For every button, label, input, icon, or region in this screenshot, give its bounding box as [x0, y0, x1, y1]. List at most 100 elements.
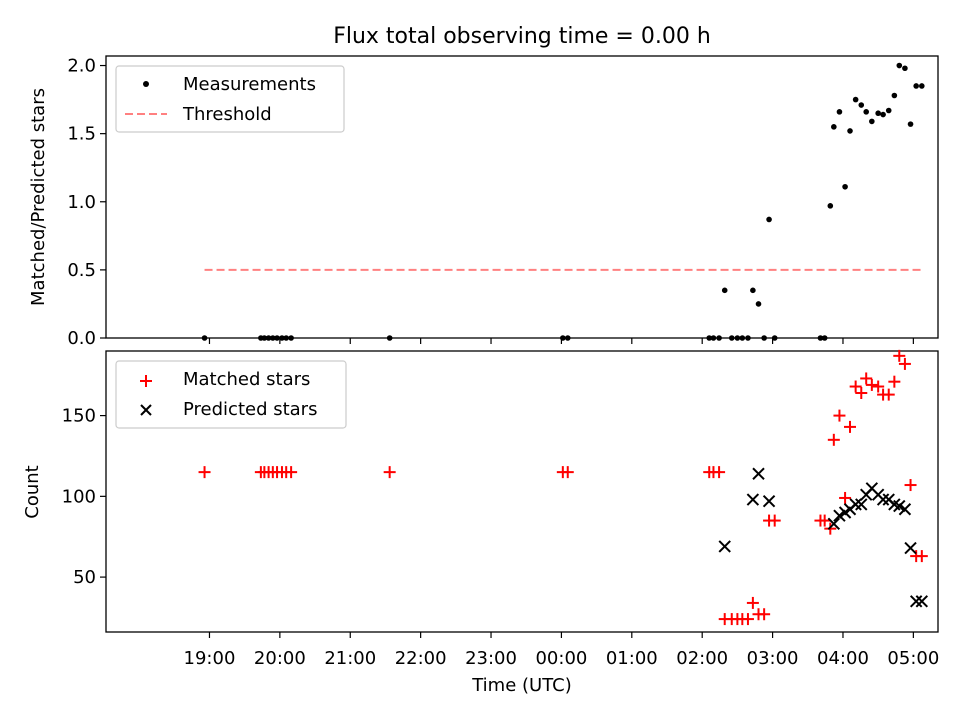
matched-star-point [768, 514, 781, 527]
count-legend-box [115, 360, 347, 429]
x-tick-label: 20:00 [254, 648, 306, 669]
ratio-y-axis-label: Matched/Predicted stars [28, 88, 49, 306]
matched-star-point [818, 514, 831, 527]
x-tick-label: 04:00 [817, 648, 869, 669]
measurement-point [710, 335, 717, 341]
matched-star-point [741, 613, 754, 626]
x-tick-label: 03:00 [747, 648, 799, 669]
matched-star-point [561, 466, 574, 479]
measurement-point [279, 335, 285, 341]
predicted-star-point [909, 595, 923, 608]
measurement-point [831, 124, 837, 130]
ratio-y-tick-label: 2.0 [67, 56, 96, 77]
measurement-point [261, 335, 268, 341]
x-tick-label: 19:00 [184, 648, 236, 669]
chart-title: Flux total observing time = 0.00 h [333, 24, 711, 49]
measurement-point [288, 335, 294, 341]
predicted-star-point [876, 493, 890, 506]
measurement-point [842, 183, 848, 190]
legend-predicted-label: Predicted stars [183, 399, 317, 420]
measurement-point [869, 118, 875, 125]
predicted-star-point [746, 493, 760, 506]
measurement-point [858, 102, 865, 108]
legend-matched-label: Matched stars [183, 369, 310, 390]
measurement-point [852, 96, 859, 103]
matched-star-point [839, 491, 852, 504]
measurement-point [847, 128, 853, 134]
predicted-star-point [898, 503, 912, 516]
matched-star-point [383, 466, 396, 479]
measurement-point [721, 287, 728, 294]
count-y-tick-label: 100 [62, 486, 96, 507]
matched-star-point [872, 380, 885, 393]
predicted-star-point [762, 494, 776, 508]
measurement-point [728, 335, 735, 341]
measurement-point [827, 203, 834, 209]
measurement-point [201, 335, 208, 341]
ratio-y-tick-label: 1.5 [67, 124, 96, 145]
measurement-point [734, 335, 741, 341]
measurement-point [896, 62, 903, 69]
ratio-y-tick-label: 0.5 [67, 260, 96, 281]
count-y-tick-label: 50 [73, 567, 96, 588]
legend-matched-marker [140, 375, 152, 387]
x-axis-label: Time (UTC) [471, 675, 572, 696]
matched-star-point [855, 386, 868, 399]
predicted-star-point [893, 499, 906, 513]
measurement-point [907, 121, 914, 127]
x-tick-label: 05:00 [887, 648, 939, 669]
measurement-point [863, 109, 870, 115]
measurement-point [761, 335, 767, 341]
ratio-legend-box [115, 65, 345, 133]
x-tick-labels: 19:00 20:00 21:00 22:00 23:00 00:00 01:00 02:00… [184, 648, 940, 669]
predicted-star-point [855, 498, 868, 511]
x-tick-label: 02:00 [676, 648, 728, 669]
matched-star-point [713, 466, 726, 479]
count-y-tick-label: 150 [62, 406, 96, 427]
matched-star-point [746, 596, 759, 609]
measurement-point [913, 83, 919, 89]
matched-star-point [904, 479, 917, 492]
matched-star-point [285, 466, 298, 479]
ratio-y-tick-label: 0.0 [67, 328, 96, 349]
x-tick-label: 23:00 [465, 648, 517, 669]
measurement-point [386, 335, 393, 341]
measurement-point [274, 335, 280, 341]
matched-star-point [833, 409, 846, 422]
count-y-ticks: 50 100 150 [62, 406, 106, 588]
matched-star-point [844, 420, 857, 433]
legend-predicted-marker [140, 404, 152, 416]
count-panel-frame [105, 350, 939, 633]
matched-star-point [860, 372, 873, 385]
measurement-point [270, 335, 276, 341]
measurement-point [564, 335, 571, 341]
measurement-point [875, 110, 881, 117]
predicted-star-point [827, 517, 841, 531]
measurement-point [745, 335, 751, 341]
measurement-point [821, 335, 828, 341]
x-tick-label: 01:00 [606, 648, 658, 669]
measurement-point [716, 335, 722, 341]
measurement-point [283, 335, 289, 341]
legend-measurements-label: Measurements [183, 74, 316, 95]
measurement-point [739, 335, 746, 341]
predicted-star-point [833, 509, 846, 522]
x-tick-label: 21:00 [324, 648, 376, 669]
ratio-legend: Measurements Threshold [115, 65, 345, 133]
ratio-panel: 0.00.51.01.52.0 Matched/Predicted stars … [28, 55, 939, 349]
ratio-plot-area [201, 62, 925, 341]
measurement-point [919, 83, 925, 89]
count-legend: Matched stars Predicted stars [115, 360, 347, 429]
measurement-point [771, 335, 778, 341]
matched-star-point [865, 378, 878, 391]
measurement-point [880, 111, 886, 118]
ratio-panel-frame [105, 55, 939, 339]
measurement-point [885, 107, 892, 114]
measurement-point [265, 335, 272, 341]
count-panel: 50 100 150 Count Matched stars Predicted s… [22, 349, 939, 638]
measurement-point [836, 109, 843, 115]
measurement-point [560, 335, 566, 341]
matched-star-point [198, 466, 211, 479]
predicted-star-point [849, 498, 862, 511]
